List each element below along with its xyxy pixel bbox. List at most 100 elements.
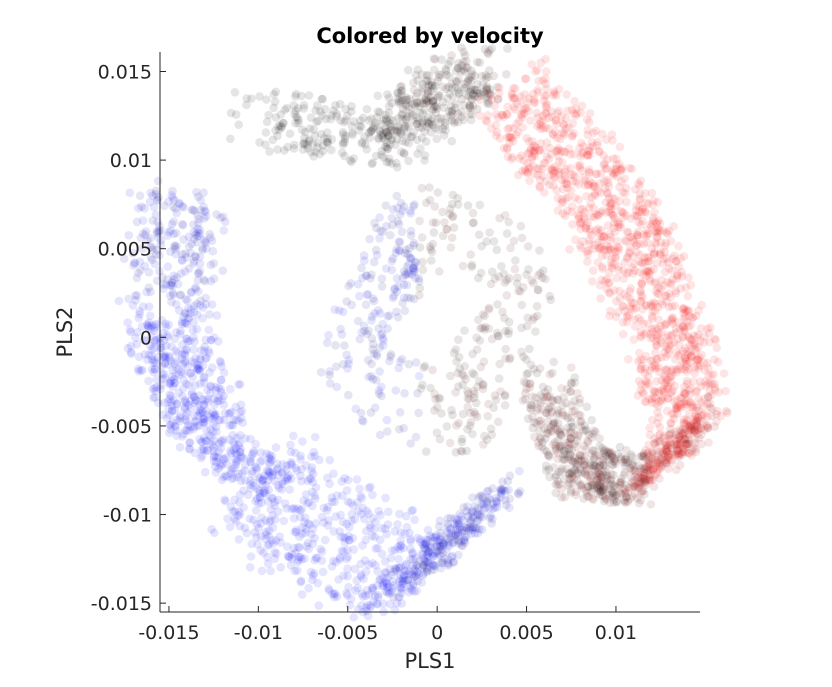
- scatter-point: [434, 522, 444, 531]
- scatter-point: [300, 517, 309, 527]
- scatter-point: [252, 520, 262, 529]
- scatter-point: [454, 74, 463, 84]
- scatter-point: [379, 581, 388, 590]
- scatter-point: [577, 101, 587, 111]
- scatter-point: [160, 358, 170, 368]
- scatter-point: [486, 511, 495, 521]
- scatter-point: [168, 365, 177, 375]
- scatter-point: [363, 600, 373, 610]
- scatter-point: [491, 395, 501, 405]
- scatter-point: [683, 379, 692, 389]
- scatter-point: [449, 557, 458, 567]
- scatter-point: [427, 550, 437, 559]
- scatter-point: [419, 554, 429, 563]
- scatter-point: [186, 305, 196, 314]
- scatter-point: [184, 303, 193, 313]
- scatter-point: [149, 367, 159, 377]
- scatter-point: [282, 473, 292, 483]
- scatter-point: [430, 561, 440, 571]
- scatter-point: [318, 94, 327, 104]
- scatter-point: [318, 111, 327, 120]
- scatter-point: [516, 287, 525, 296]
- scatter-point: [463, 425, 472, 434]
- scatter-point: [255, 489, 264, 498]
- scatter-point: [502, 143, 512, 153]
- scatter-point: [338, 517, 348, 527]
- scatter-point: [407, 570, 417, 580]
- scatter-point: [699, 401, 708, 411]
- scatter-point: [209, 333, 219, 342]
- scatter-point: [205, 310, 214, 319]
- scatter-point: [474, 315, 483, 325]
- scatter-point: [411, 572, 421, 581]
- scatter-point: [180, 397, 190, 407]
- scatter-point: [428, 559, 438, 569]
- scatter-point: [372, 351, 382, 361]
- scatter-point: [206, 425, 215, 434]
- scatter-point: [287, 474, 296, 483]
- scatter-point: [203, 446, 213, 455]
- scatter-point: [206, 260, 216, 270]
- scatter-point: [144, 318, 154, 327]
- scatter-point: [182, 253, 191, 262]
- scatter-point: [247, 539, 256, 549]
- scatter-point: [486, 279, 496, 289]
- scatter-point: [182, 398, 191, 408]
- scatter-point: [593, 258, 603, 267]
- scatter-point: [258, 475, 268, 484]
- scatter-point: [562, 90, 571, 99]
- scatter-point: [544, 404, 553, 414]
- scatter-point: [403, 575, 413, 584]
- scatter-point: [367, 312, 377, 321]
- scatter-point: [438, 542, 447, 551]
- scatter-point: [473, 508, 483, 518]
- scatter-point: [447, 553, 457, 562]
- scatter-point: [310, 569, 319, 578]
- scatter-point: [280, 476, 290, 486]
- scatter-point: [201, 354, 210, 363]
- scatter-point: [466, 115, 476, 125]
- scatter-point: [434, 546, 443, 556]
- scatter-point: [305, 520, 314, 529]
- scatter-point: [427, 533, 437, 542]
- scatter-point: [541, 274, 550, 284]
- scatter-point: [443, 534, 453, 543]
- scatter-point: [397, 579, 407, 589]
- scatter-point: [227, 474, 237, 484]
- scatter-point: [461, 374, 471, 384]
- scatter-point: [343, 111, 352, 121]
- scatter-point: [128, 249, 138, 258]
- scatter-point: [178, 359, 188, 369]
- scatter-point: [441, 535, 451, 544]
- scatter-point: [144, 302, 154, 312]
- scatter-point: [415, 556, 424, 566]
- scatter-point: [501, 344, 511, 354]
- scatter-point: [337, 148, 347, 157]
- scatter-point: [344, 582, 353, 592]
- scatter-point: [396, 536, 406, 546]
- scatter-point: [394, 563, 404, 573]
- scatter-point: [495, 359, 505, 369]
- scatter-point: [285, 129, 295, 138]
- scatter-point: [378, 320, 388, 329]
- scatter-point: [377, 282, 387, 291]
- scatter-point: [559, 392, 568, 402]
- scatter-point: [533, 285, 543, 295]
- scatter-point: [373, 590, 383, 600]
- scatter-point: [392, 599, 402, 608]
- scatter-point: [358, 417, 368, 426]
- scatter-point: [437, 556, 447, 565]
- scatter-point: [567, 445, 577, 455]
- scatter-point: [194, 400, 204, 409]
- scatter-point: [198, 437, 207, 447]
- scatter-point: [228, 420, 238, 430]
- scatter-point: [421, 538, 430, 547]
- scatter-point: [485, 503, 494, 513]
- scatter-point: [196, 408, 205, 418]
- scatter-point: [485, 46, 494, 55]
- scatter-point: [198, 313, 207, 323]
- scatter-point: [134, 313, 143, 323]
- scatter-point: [406, 537, 416, 546]
- scatter-point: [327, 497, 337, 507]
- scatter-point: [440, 554, 449, 563]
